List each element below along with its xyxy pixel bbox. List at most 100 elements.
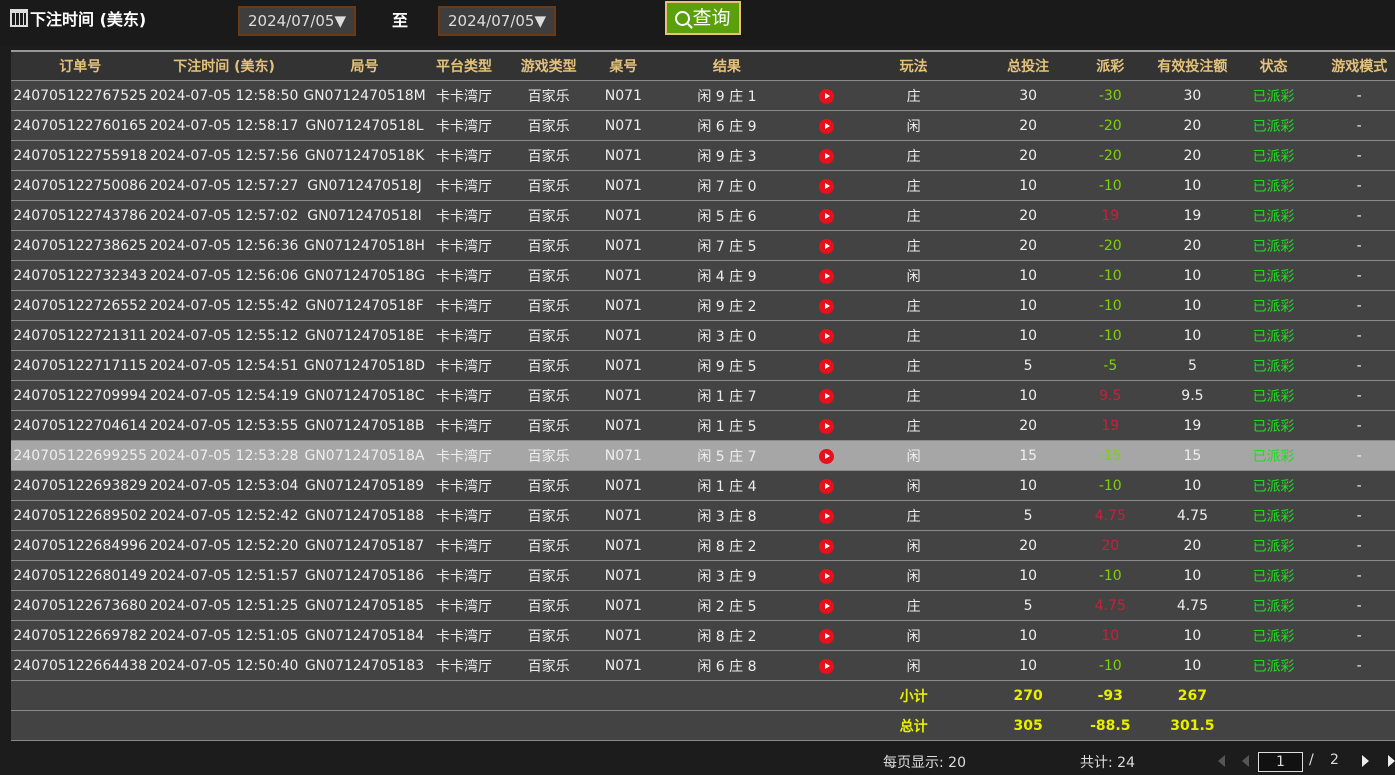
round-id-cell: GN07124705185 — [304, 597, 425, 614]
play-video-icon[interactable] — [818, 629, 834, 644]
replay-cell[interactable] — [807, 567, 847, 584]
table-no-cell: N071 — [604, 87, 642, 104]
table-row[interactable]: 240705122673680 2024-07-05 12:51:25 GN0712… — [11, 591, 1395, 621]
replay-cell[interactable] — [807, 597, 847, 614]
play-video-icon[interactable] — [818, 389, 834, 404]
valid-bet-cell: 15 — [1183, 447, 1202, 464]
table-row[interactable]: 240705122732343 2024-07-05 12:56:06 GN0712… — [11, 261, 1395, 291]
replay-cell[interactable] — [807, 147, 847, 164]
result-cell: 闲 9 庄 2 — [697, 298, 757, 315]
platform-cell: 卡卡湾厅 — [436, 658, 493, 675]
round-id-cell: GN0712470518M — [303, 87, 426, 104]
replay-cell[interactable] — [807, 207, 847, 224]
round-id-cell: GN0712470518I — [307, 207, 422, 224]
date-to-select[interactable]: 2024/07/05▼ — [438, 6, 556, 36]
game-type-cell: 百家乐 — [527, 598, 570, 615]
status-cell: 已派彩 — [1252, 238, 1295, 255]
valid-bet-cell: 19 — [1183, 417, 1202, 434]
table-row[interactable]: 240705122743786 2024-07-05 12:57:02 GN0712… — [11, 201, 1395, 231]
order-id-cell: 240705122767525 — [13, 87, 147, 104]
table-row[interactable]: 240705122726552 2024-07-05 12:55:42 GN0712… — [11, 291, 1395, 321]
last-page-icon[interactable] — [1388, 755, 1395, 767]
replay-cell[interactable] — [807, 537, 847, 554]
page-input[interactable]: 1 — [1258, 752, 1303, 772]
round-id-cell: GN07124705183 — [304, 657, 425, 674]
next-page-icon[interactable] — [1362, 755, 1369, 767]
table-row[interactable]: 240705122750086 2024-07-05 12:57:27 GN0712… — [11, 171, 1395, 201]
table-row[interactable]: 240705122755918 2024-07-05 12:57:56 GN0712… — [11, 141, 1395, 171]
platform-cell: 卡卡湾厅 — [436, 328, 493, 345]
table-row[interactable]: 240705122664438 2024-07-05 12:50:40 GN0712… — [11, 651, 1395, 681]
bet-type-cell: 庄 — [906, 298, 921, 315]
order-id-cell: 240705122726552 — [13, 297, 147, 314]
replay-cell[interactable] — [807, 627, 847, 644]
table-row[interactable]: 240705122699255 2024-07-05 12:53:28 GN0712… — [11, 441, 1395, 471]
play-video-icon[interactable] — [818, 419, 834, 434]
order-id-cell: 240705122717115 — [13, 357, 147, 374]
replay-cell[interactable] — [807, 387, 847, 404]
replay-cell[interactable] — [807, 117, 847, 134]
replay-cell[interactable] — [807, 327, 847, 344]
table-row[interactable]: 240705122760165 2024-07-05 12:58:17 GN0712… — [11, 111, 1395, 141]
replay-cell[interactable] — [807, 237, 847, 254]
table-row[interactable]: 240705122704614 2024-07-05 12:53:55 GN0712… — [11, 411, 1395, 441]
table-row[interactable]: 240705122693829 2024-07-05 12:53:04 GN0712… — [11, 471, 1395, 501]
table-row[interactable]: 240705122689502 2024-07-05 12:52:42 GN0712… — [11, 501, 1395, 531]
date-from-select[interactable]: 2024/07/05▼ — [238, 6, 356, 36]
play-video-icon[interactable] — [818, 329, 834, 344]
replay-cell[interactable] — [807, 177, 847, 194]
replay-cell[interactable] — [807, 297, 847, 314]
total-bet-cell: 10 — [1019, 297, 1038, 314]
replay-cell[interactable] — [807, 357, 847, 374]
play-video-icon[interactable] — [818, 449, 834, 464]
replay-cell[interactable] — [807, 657, 847, 674]
table-no-cell: N071 — [604, 567, 642, 584]
payout-cell: -10 — [1098, 327, 1122, 344]
play-video-icon[interactable] — [818, 209, 834, 224]
play-video-icon[interactable] — [818, 89, 834, 104]
first-page-icon[interactable] — [1218, 755, 1225, 767]
replay-cell[interactable] — [807, 87, 847, 104]
play-video-icon[interactable] — [818, 239, 834, 254]
replay-cell[interactable] — [807, 417, 847, 434]
play-video-icon[interactable] — [818, 599, 834, 614]
replay-cell[interactable] — [807, 267, 847, 284]
play-video-icon[interactable] — [818, 269, 834, 284]
play-video-icon[interactable] — [818, 299, 834, 314]
table-row[interactable]: 240705122717115 2024-07-05 12:54:51 GN0712… — [11, 351, 1395, 381]
platform-cell: 卡卡湾厅 — [436, 238, 493, 255]
play-video-icon[interactable] — [818, 149, 834, 164]
valid-bet-cell: 10 — [1183, 327, 1202, 344]
play-video-icon[interactable] — [818, 359, 834, 374]
prev-page-icon[interactable] — [1242, 755, 1249, 767]
play-video-icon[interactable] — [818, 179, 834, 194]
column-header: 下注时间 (美东) — [173, 59, 275, 75]
round-id-cell: GN07124705188 — [304, 507, 425, 524]
replay-cell[interactable] — [807, 477, 847, 494]
platform-cell: 卡卡湾厅 — [436, 388, 493, 405]
table-row[interactable]: 240705122721311 2024-07-05 12:55:12 GN0712… — [11, 321, 1395, 351]
play-video-icon[interactable] — [818, 509, 834, 524]
replay-cell[interactable] — [807, 447, 847, 464]
filter-title: 下注时间 (美东) — [10, 6, 146, 30]
game-type-cell: 百家乐 — [527, 418, 570, 435]
table-row[interactable]: 240705122767525 2024-07-05 12:58:50 GN0712… — [11, 81, 1395, 111]
play-video-icon[interactable] — [818, 119, 834, 134]
bet-time-cell: 2024-07-05 12:50:40 — [149, 657, 299, 674]
play-video-icon[interactable] — [818, 539, 834, 554]
valid-bet-cell: 19 — [1183, 207, 1202, 224]
date-separator: 至 — [392, 11, 409, 30]
table-row[interactable]: 240705122738625 2024-07-05 12:56:36 GN0712… — [11, 231, 1395, 261]
query-button[interactable]: 查询 — [665, 1, 741, 35]
table-no-cell: N071 — [604, 147, 642, 164]
table-row[interactable]: 240705122669782 2024-07-05 12:51:05 GN0712… — [11, 621, 1395, 651]
table-row[interactable]: 240705122684996 2024-07-05 12:52:20 GN0712… — [11, 531, 1395, 561]
game-type-cell: 百家乐 — [527, 208, 570, 225]
replay-cell[interactable] — [807, 507, 847, 524]
play-video-icon[interactable] — [818, 659, 834, 674]
status-cell: 已派彩 — [1252, 208, 1295, 225]
table-row[interactable]: 240705122680149 2024-07-05 12:51:57 GN0712… — [11, 561, 1395, 591]
table-row[interactable]: 240705122709994 2024-07-05 12:54:19 GN0712… — [11, 381, 1395, 411]
play-video-icon[interactable] — [818, 479, 834, 494]
play-video-icon[interactable] — [818, 569, 834, 584]
